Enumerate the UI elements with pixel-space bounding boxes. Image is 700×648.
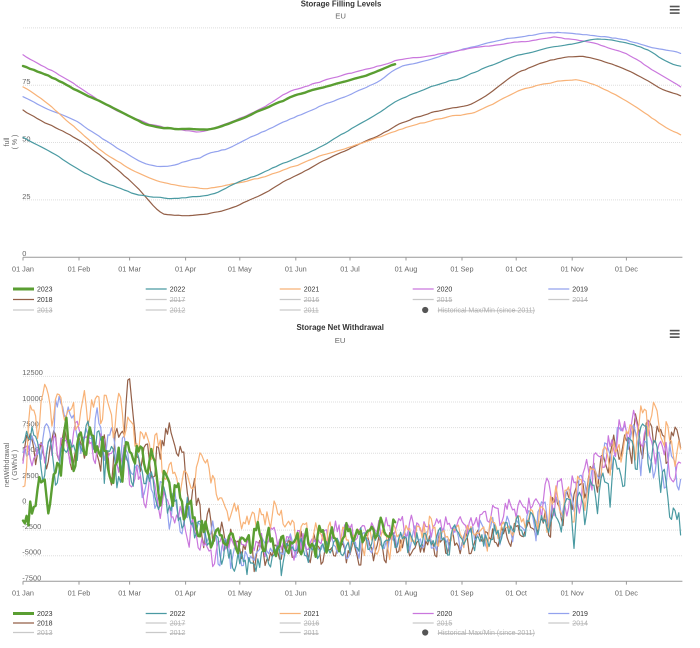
svg-text:01 Sep: 01 Sep: [450, 264, 473, 273]
svg-text:01 Oct: 01 Oct: [505, 264, 527, 273]
svg-text:2022: 2022: [170, 611, 186, 618]
svg-text:01 Sep: 01 Sep: [450, 588, 473, 597]
svg-text:-5000: -5000: [22, 548, 41, 557]
svg-text:EU: EU: [335, 12, 346, 21]
svg-text:Storage Filling Levels: Storage Filling Levels: [301, 0, 382, 9]
svg-text:01 Mar: 01 Mar: [118, 588, 141, 597]
svg-text:2021: 2021: [304, 611, 320, 618]
svg-text:2018: 2018: [37, 297, 53, 304]
svg-text:2015: 2015: [437, 621, 453, 628]
svg-text:-7500: -7500: [22, 573, 41, 582]
svg-text:2016: 2016: [304, 297, 320, 304]
svg-text:2017: 2017: [170, 621, 186, 628]
svg-text:5000: 5000: [22, 445, 38, 454]
svg-text:01 Jun: 01 Jun: [285, 264, 307, 273]
svg-text:10000: 10000: [22, 394, 43, 403]
svg-text:2018: 2018: [37, 621, 53, 628]
svg-text:01 Jan: 01 Jan: [12, 588, 34, 597]
svg-text:01 Mar: 01 Mar: [118, 264, 141, 273]
svg-text:2019: 2019: [572, 287, 588, 294]
svg-text:01 Feb: 01 Feb: [68, 588, 91, 597]
svg-text:( % ): ( % ): [12, 135, 19, 150]
svg-text:-2500: -2500: [22, 522, 41, 531]
svg-text:12500: 12500: [22, 368, 43, 377]
svg-text:01 Oct: 01 Oct: [505, 588, 527, 597]
svg-text:7500: 7500: [22, 420, 38, 429]
svg-text:2500: 2500: [22, 471, 38, 480]
svg-text:2014: 2014: [572, 621, 588, 628]
svg-text:2017: 2017: [170, 297, 186, 304]
svg-text:Historical Max/Min (since 2011: Historical Max/Min (since 2011): [438, 630, 535, 637]
svg-text:01 Aug: 01 Aug: [395, 264, 418, 273]
svg-text:2023: 2023: [37, 287, 53, 294]
svg-text:netWithdrawal: netWithdrawal: [4, 442, 11, 487]
svg-text:2011: 2011: [304, 630, 319, 637]
svg-text:2012: 2012: [170, 630, 186, 637]
svg-text:01 Dec: 01 Dec: [615, 588, 638, 597]
svg-text:2011: 2011: [304, 308, 319, 315]
svg-text:01 Nov: 01 Nov: [561, 588, 584, 597]
svg-text:01 Jul: 01 Jul: [340, 588, 360, 597]
svg-text:2021: 2021: [304, 287, 320, 294]
svg-text:01 Nov: 01 Nov: [561, 264, 584, 273]
svg-text:01 Dec: 01 Dec: [615, 264, 638, 273]
svg-text:01 Feb: 01 Feb: [68, 264, 91, 273]
svg-text:01 Aug: 01 Aug: [395, 588, 418, 597]
svg-text:full: full: [4, 137, 11, 146]
svg-text:01 May: 01 May: [228, 264, 252, 273]
svg-text:0: 0: [22, 496, 26, 505]
svg-text:75: 75: [22, 77, 30, 86]
svg-text:Storage Net Withdrawal: Storage Net Withdrawal: [296, 323, 383, 332]
svg-text:Historical Max/Min (since 2011: Historical Max/Min (since 2011): [438, 308, 535, 315]
svg-text:2015: 2015: [437, 297, 453, 304]
svg-text:01 Apr: 01 Apr: [175, 264, 197, 273]
svg-text:2023: 2023: [37, 611, 53, 618]
svg-text:2012: 2012: [170, 308, 186, 315]
svg-text:2014: 2014: [572, 297, 588, 304]
svg-text:2020: 2020: [437, 611, 453, 618]
svg-text:( GWh/d ): ( GWh/d ): [12, 450, 19, 480]
svg-text:2020: 2020: [437, 287, 453, 294]
svg-text:01 Jul: 01 Jul: [340, 264, 360, 273]
svg-text:25: 25: [22, 192, 30, 201]
svg-text:2013: 2013: [37, 630, 53, 637]
svg-text:2019: 2019: [572, 611, 588, 618]
svg-text:2022: 2022: [170, 287, 186, 294]
svg-text:2013: 2013: [37, 308, 53, 315]
svg-text:0: 0: [22, 249, 26, 258]
svg-text:2016: 2016: [304, 621, 320, 628]
svg-text:EU: EU: [335, 336, 346, 345]
svg-text:01 Jun: 01 Jun: [285, 588, 307, 597]
svg-text:01 Apr: 01 Apr: [175, 588, 197, 597]
svg-text:01 May: 01 May: [228, 588, 252, 597]
svg-text:01 Jan: 01 Jan: [12, 264, 34, 273]
